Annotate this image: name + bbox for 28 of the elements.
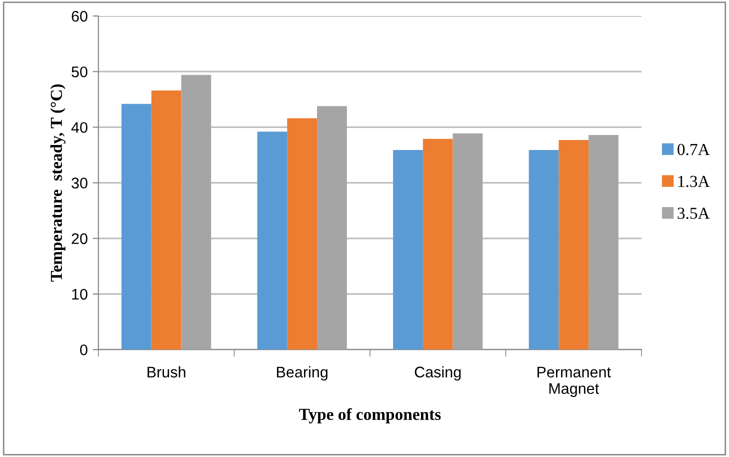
bar [528,150,559,350]
x-tick-label: Permanent Magnet [538,366,611,397]
y-tick-label: 30 [72,178,88,188]
bar [121,104,152,350]
legend-label: 3.5A [678,208,710,219]
bar [317,106,347,350]
bar [422,138,453,350]
y-tick-label: 50 [72,66,88,78]
y-tick-label: 40 [71,122,88,133]
x-tick-label: Casing [414,366,461,381]
bar [181,74,212,350]
x-axis-title: Type of components [299,408,441,424]
y-tick-label: 20 [72,233,88,244]
y-axis-title: Temperature steady, T (°C) [50,84,66,282]
bar [151,90,182,350]
bar [558,140,589,350]
bar [287,118,318,350]
bar [257,132,288,350]
bar [452,133,483,350]
x-tick-label: Brush [148,366,186,378]
y-tick-label: 0 [80,344,88,356]
bar [393,150,423,350]
bar [588,134,618,350]
y-tick-label: 10 [72,288,88,300]
legend-label: 0.7A [678,144,710,156]
x-tick-label: Bearing [277,366,328,381]
y-tick-label: 60 [72,10,88,22]
legend-label: 1.3A [678,176,710,188]
